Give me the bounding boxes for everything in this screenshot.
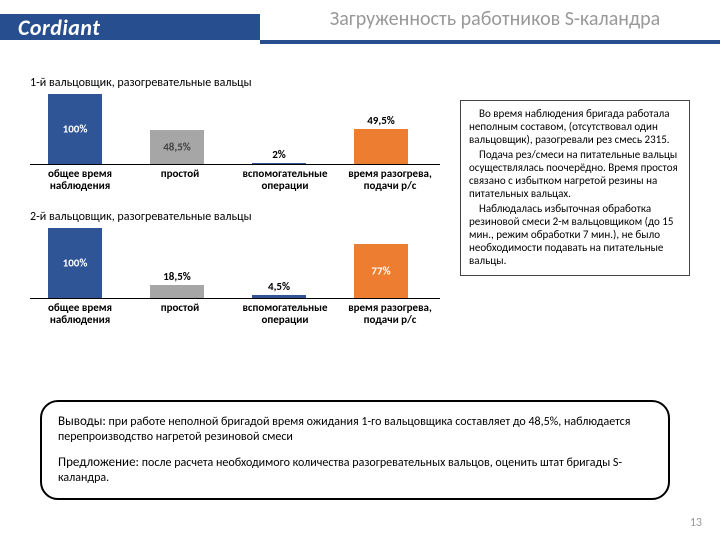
chart-category-label: простой xyxy=(130,164,230,192)
chart-bar: 100% xyxy=(48,94,102,164)
chart-plot: 100% 18,5% 4,5% 77% xyxy=(30,228,440,299)
bar-value-label: 100% xyxy=(63,123,88,136)
header: Cordiant Загруженность работников S-кала… xyxy=(0,0,720,46)
chart-title: 2-й вальцовщик, разогревательные вальцы xyxy=(30,210,450,224)
chart-category-labels: общее время наблюденияпростойвспомогател… xyxy=(30,298,440,326)
side-paragraph: Во время наблюдения бригада работала неп… xyxy=(469,107,681,146)
chart-bar: 49,5% xyxy=(354,129,408,164)
chart-category-label: вспомогательные операции xyxy=(230,164,340,192)
bar-value-label: 48,5% xyxy=(163,141,191,154)
chart-category-label: время разогрева, подачи р/с xyxy=(340,298,440,326)
chart-plot: 100% 48,5% 2% 49,5% xyxy=(30,94,440,165)
bar-value-label: 100% xyxy=(63,257,88,270)
chart-title: 1-й вальцовщик, разогревательные вальцы xyxy=(30,76,450,90)
chart-category-label: простой xyxy=(130,298,230,326)
bar-value-label: 49,5% xyxy=(367,114,395,127)
conclusions-box: Выводы: при работе неполной бригадой вре… xyxy=(40,400,670,500)
proposal-lead: Предложение: xyxy=(58,455,139,470)
header-accent-line xyxy=(260,40,720,44)
chart-category-label: вспомогательные операции xyxy=(230,298,340,326)
bar-value-label: 2% xyxy=(272,148,286,161)
side-paragraph: Наблюдалась избыточная обработка резинов… xyxy=(469,202,681,267)
chart-bar: 18,5% xyxy=(150,285,204,298)
chart-category-label: общее время наблюдения xyxy=(30,298,130,326)
charts-column: 1-й вальцовщик, разогревательные вальцы 1… xyxy=(30,70,450,338)
bar-value-label: 4,5% xyxy=(268,280,290,293)
bar-value-label: 77% xyxy=(371,265,390,278)
bar-chart: 100%48,5%2%49,5%общее время наблюденияпр… xyxy=(30,94,450,204)
spacer xyxy=(58,445,652,455)
side-paragraph: Подача рез/смеси на питательные вальцы о… xyxy=(469,148,681,200)
conclusion-line: Выводы: при работе неполной бригадой вре… xyxy=(58,414,652,445)
conclusion-lead: Выводы: xyxy=(58,414,106,429)
conclusion-text: при работе неполной бригадой время ожида… xyxy=(58,415,630,444)
page-number: 13 xyxy=(690,516,702,530)
bar-value-label: 18,5% xyxy=(163,270,191,283)
page-title: Загруженность работников S-каландра xyxy=(300,8,690,30)
chart-bar: 77% xyxy=(354,244,408,298)
brand-bar: Cordiant xyxy=(0,14,260,40)
proposal-text: после расчета необходимого количества ра… xyxy=(58,456,622,485)
bar-chart: 100% 18,5% 4,5% 77% общее время наблюденияпр… xyxy=(30,228,450,338)
proposal-line: Предложение: после расчета необходимого … xyxy=(58,455,652,486)
chart-category-label: время разогрева, подачи р/с xyxy=(340,164,440,192)
chart-bar: 48,5% xyxy=(150,130,204,164)
chart-bar: 100% xyxy=(48,228,102,298)
brand-text: Cordiant xyxy=(18,14,100,41)
side-commentary: Во время наблюдения бригада работала неп… xyxy=(460,100,690,276)
chart-category-labels: общее время наблюденияпростойвспомогател… xyxy=(30,164,440,192)
chart-category-label: общее время наблюдения xyxy=(30,164,130,192)
